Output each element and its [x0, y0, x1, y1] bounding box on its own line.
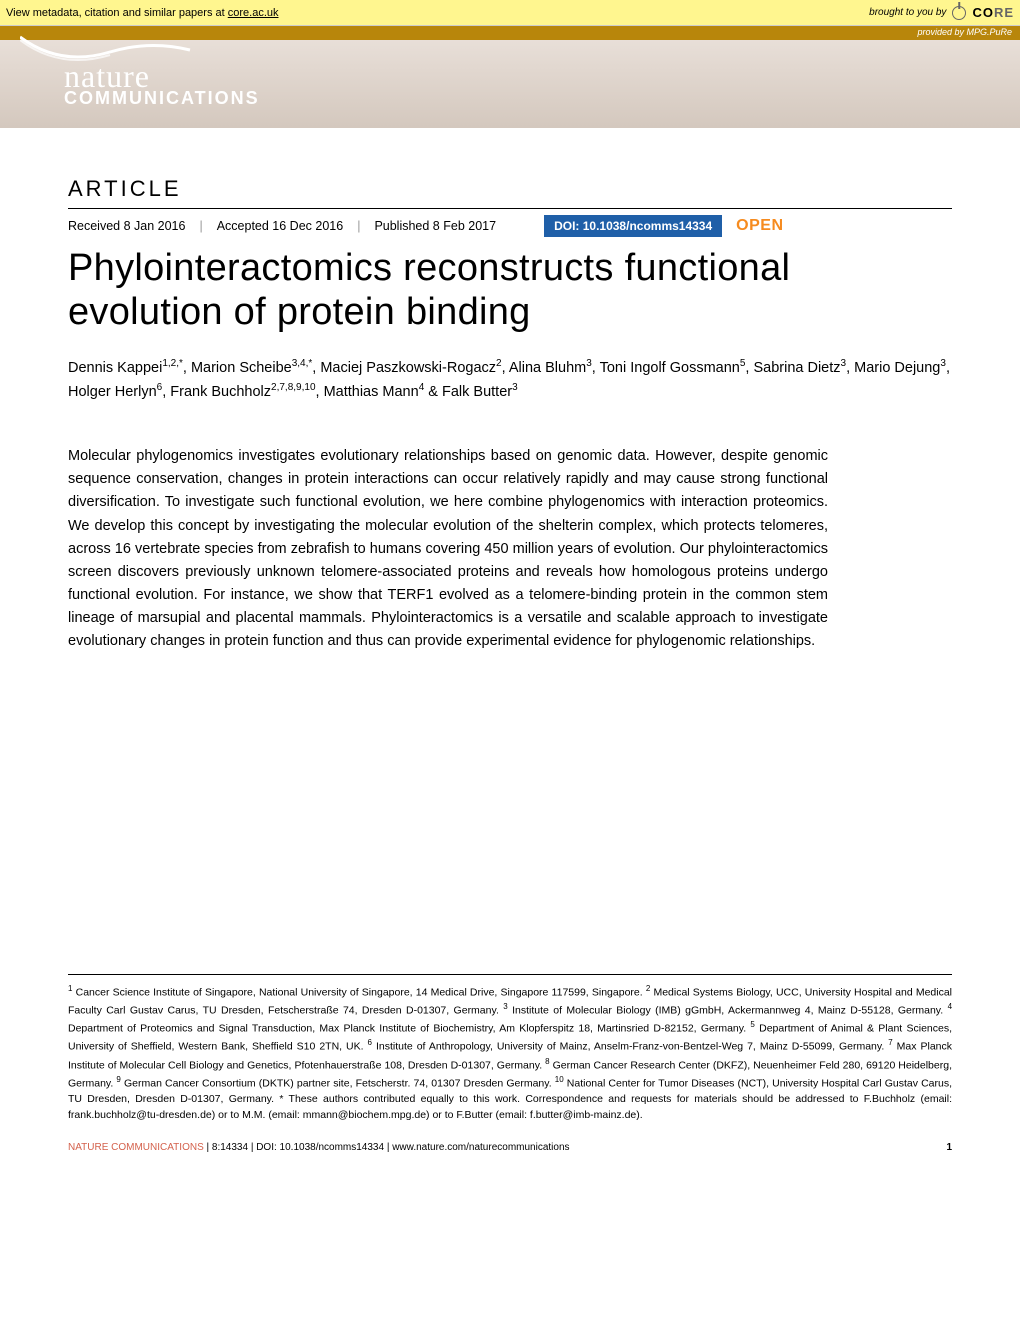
affiliations: 1 Cancer Science Institute of Singapore,… — [68, 983, 952, 1124]
dates-row: Received 8 Jan 2016 | Accepted 16 Dec 20… — [68, 215, 952, 237]
date-received: Received 8 Jan 2016 — [68, 219, 185, 233]
core-brand: CORE — [972, 5, 1014, 20]
page-footer: NATURE COMMUNICATIONS | 8:14334 | DOI: 1… — [68, 1142, 952, 1153]
dates-sep: | — [357, 219, 360, 233]
core-link[interactable]: core.ac.uk — [228, 7, 279, 19]
core-prefix: View metadata, citation and similar pape… — [6, 7, 228, 19]
journal-comms-text: COMMUNICATIONS — [64, 90, 260, 106]
footer-brand: NATURE COMMUNICATIONS — [68, 1142, 204, 1153]
core-brought: brought to you by — [869, 7, 946, 18]
journal-header: nature COMMUNICATIONS — [0, 40, 1020, 128]
core-metadata-text: View metadata, citation and similar pape… — [6, 7, 279, 19]
core-banner: View metadata, citation and similar pape… — [0, 0, 1020, 26]
authors-list: Dennis Kappei1,2,*, Marion Scheibe3,4,*,… — [68, 356, 952, 403]
doi-badge: DOI: 10.1038/ncomms14334 — [544, 215, 722, 237]
footer-rest: | 8:14334 | DOI: 10.1038/ncomms14334 | w… — [204, 1142, 570, 1153]
open-badge: OPEN — [736, 217, 783, 235]
swoosh-icon — [20, 32, 200, 72]
abstract-text: Molecular phylogenomics investigates evo… — [68, 445, 828, 654]
core-logo-icon — [952, 6, 966, 20]
footer-citation: NATURE COMMUNICATIONS | 8:14334 | DOI: 1… — [68, 1142, 570, 1153]
date-accepted: Accepted 16 Dec 2016 — [217, 219, 343, 233]
dates-sep: | — [199, 219, 202, 233]
date-published: Published 8 Feb 2017 — [374, 219, 496, 233]
page-content: ARTICLE Received 8 Jan 2016 | Accepted 1… — [0, 128, 1020, 1181]
article-title: Phylointeractomics reconstructs function… — [68, 247, 952, 334]
footer-page-number: 1 — [946, 1142, 952, 1153]
article-type-label: ARTICLE — [68, 176, 952, 202]
rule-top — [68, 208, 952, 209]
rule-affiliations — [68, 974, 952, 975]
core-right: brought to you by CORE — [869, 5, 1014, 20]
